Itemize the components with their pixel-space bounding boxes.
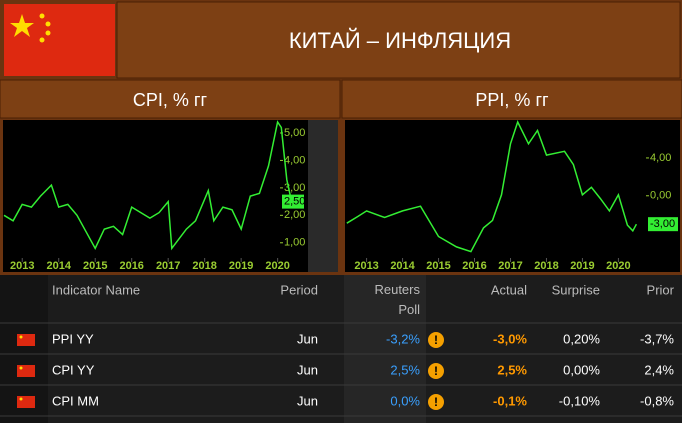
table-cell: Jun — [297, 362, 318, 377]
table-cell: Jun — [297, 331, 318, 346]
last-value-label: -3,00 — [650, 218, 675, 230]
flag — [4, 4, 115, 76]
data-line — [3, 120, 297, 251]
y-tick-label: 4,00 — [284, 154, 305, 166]
x-tick-label: 2015 — [426, 260, 450, 272]
table-cell: 0,0% — [390, 393, 420, 408]
column-header: Prior — [647, 282, 675, 297]
table-cell: -3,0% — [493, 331, 527, 346]
title-bar — [116, 1, 681, 79]
surprise-icon — [428, 332, 444, 348]
row-flag — [17, 365, 35, 377]
x-tick-label: 2019 — [570, 260, 594, 272]
x-tick-label: 2016 — [119, 260, 143, 272]
x-tick-label: 2013 — [354, 260, 378, 272]
last-value-badge — [648, 217, 678, 232]
table-cell: 2,5% — [390, 362, 420, 377]
x-tick-label: 2015 — [83, 260, 107, 272]
x-tick-label: 2018 — [192, 260, 216, 272]
page-title: КИТАЙ – ИНФЛЯЦИЯ — [289, 28, 511, 53]
y-tick-label: 1,00 — [284, 237, 305, 249]
panel-header — [0, 79, 341, 119]
last-value-label: 2,50 — [284, 196, 305, 208]
surprise-icon-mark: ! — [434, 395, 438, 409]
row-flag-star — [19, 397, 23, 401]
y-tick-label: 0,00 — [650, 190, 671, 202]
table-cell: -0,1% — [493, 393, 527, 408]
x-tick-label: 2017 — [498, 260, 522, 272]
y-tick-label: 2,00 — [284, 209, 305, 221]
table-cell: CPI YY — [52, 362, 95, 377]
table-bg — [0, 275, 682, 423]
table-cell: -3,7% — [640, 331, 674, 346]
surprise-icon-mark: ! — [434, 333, 438, 347]
surprise-icon-mark: ! — [434, 364, 438, 378]
row-flag — [17, 396, 35, 408]
y-tick-label: 4,00 — [650, 152, 671, 164]
table-cell: -3,2% — [386, 331, 420, 346]
x-tick-label: 2019 — [229, 260, 253, 272]
y-tick-label: 5,00 — [284, 127, 305, 139]
x-tick-label: 2013 — [10, 260, 34, 272]
chart-title: CPI, % гг — [133, 90, 208, 110]
table-cell: 2,5% — [497, 362, 527, 377]
poll-column — [344, 275, 426, 423]
x-tick-label: 2018 — [534, 260, 558, 272]
column-header: Actual — [491, 282, 527, 297]
column-header: Surprise — [552, 282, 600, 297]
table-cell: -0,8% — [640, 393, 674, 408]
row-flag-star — [19, 335, 23, 339]
column-header: Indicator Name — [52, 282, 140, 297]
data-line — [346, 120, 638, 253]
table-cell: -0,10% — [559, 393, 601, 408]
surprise-icon — [428, 394, 444, 410]
x-tick-label: 2020 — [606, 260, 630, 272]
row-flag-star — [19, 366, 23, 370]
panel-header — [341, 79, 682, 119]
column-header: Reuters Poll — [374, 282, 420, 317]
table-cell: PPI YY — [52, 331, 94, 346]
chart-panel — [345, 120, 680, 272]
x-tick-label: 2014 — [390, 260, 415, 272]
row-flag — [17, 334, 35, 346]
x-tick-label: 2016 — [462, 260, 486, 272]
axis-strip — [308, 120, 338, 272]
x-tick-label: 2014 — [46, 260, 71, 272]
table-cell: 0,20% — [563, 331, 600, 346]
last-value-badge — [282, 194, 304, 209]
table-cell: 2,4% — [644, 362, 674, 377]
table-cell: CPI MM — [52, 393, 99, 408]
surprise-icon — [428, 363, 444, 379]
chart-title: PPI, % гг — [475, 90, 549, 110]
column-header: Period — [280, 282, 318, 297]
table-cell: Jun — [297, 393, 318, 408]
x-tick-label: 2017 — [156, 260, 180, 272]
x-tick-label: 2020 — [265, 260, 289, 272]
table-cell: 0,00% — [563, 362, 600, 377]
